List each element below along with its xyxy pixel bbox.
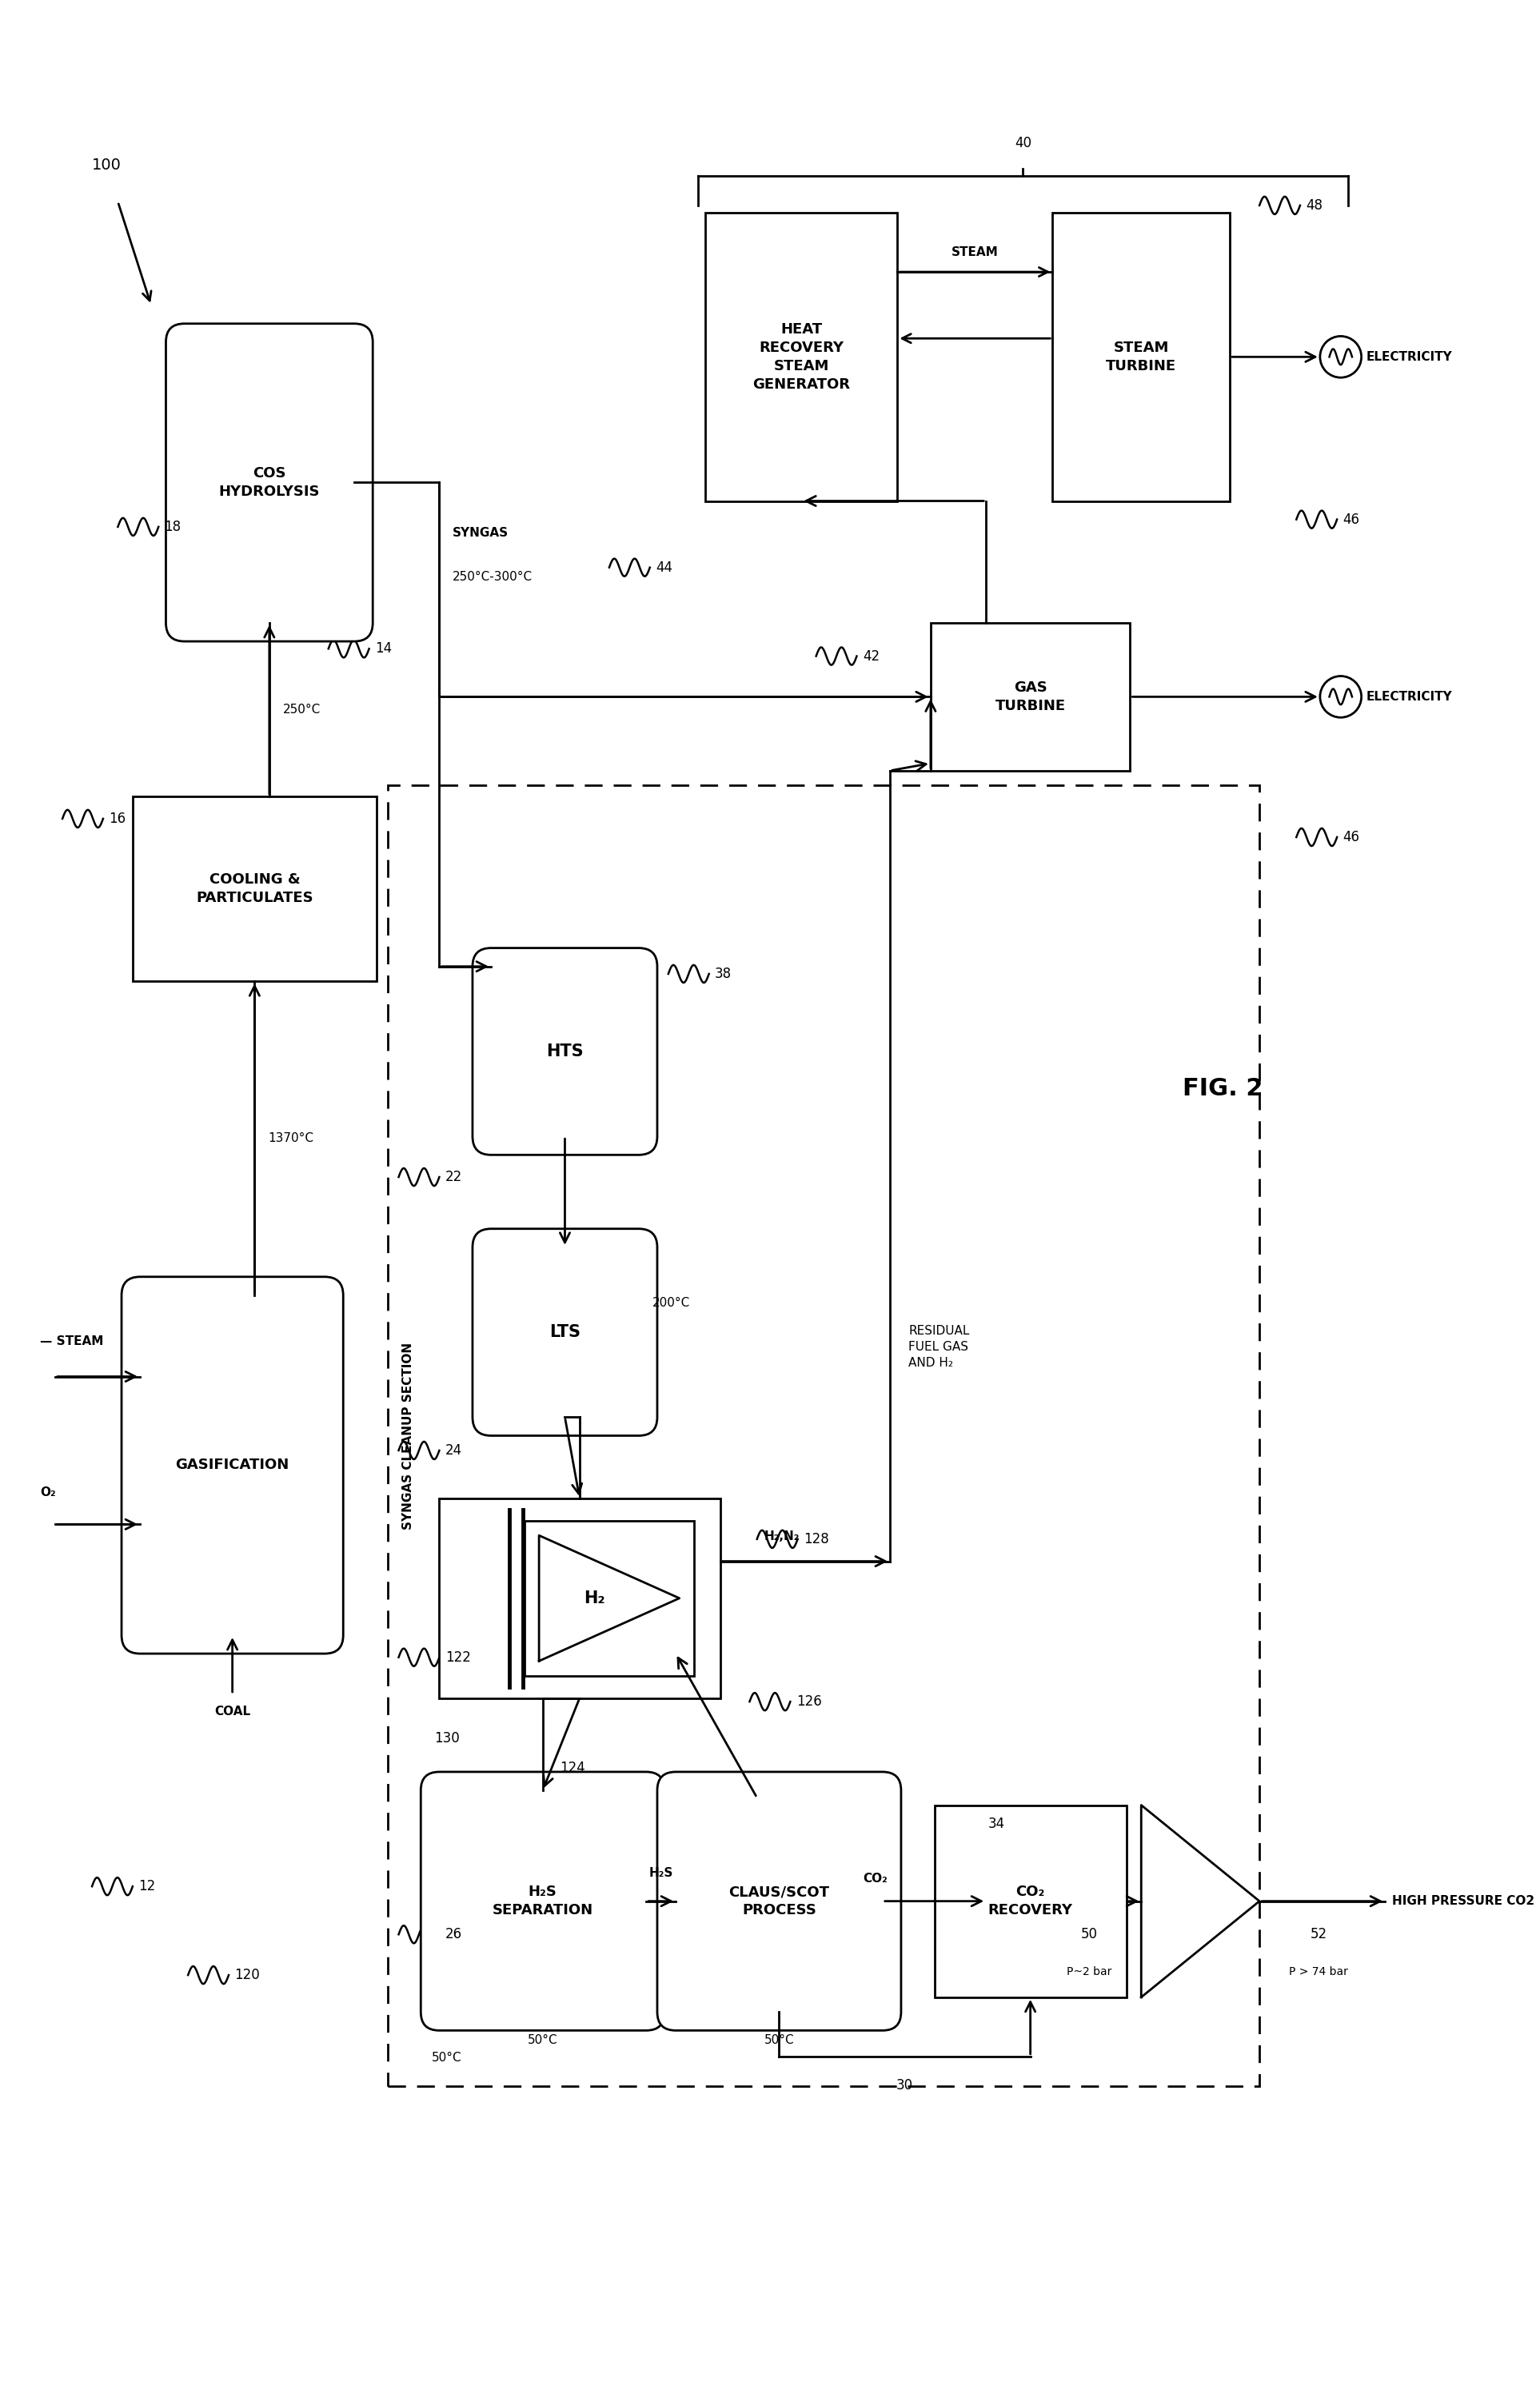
Bar <box>524 1520 695 1676</box>
Text: P > 74 bar: P > 74 bar <box>1289 1965 1348 1977</box>
Text: H₂S: H₂S <box>648 1867 673 1879</box>
Text: COAL: COAL <box>214 1705 251 1716</box>
Text: 50°C: 50°C <box>431 2052 462 2064</box>
Polygon shape <box>539 1535 679 1661</box>
FancyBboxPatch shape <box>420 1772 665 2030</box>
Circle shape <box>1320 335 1361 378</box>
Text: 38: 38 <box>715 967 732 982</box>
Text: H₂S
SEPARATION: H₂S SEPARATION <box>493 1884 593 1918</box>
Text: 130: 130 <box>434 1731 459 1745</box>
Text: 250°C: 250°C <box>283 704 320 716</box>
Bar <box>935 1805 1126 1997</box>
Text: 50°C: 50°C <box>764 2035 795 2047</box>
Text: — STEAM: — STEAM <box>40 1336 103 1348</box>
Text: CLAUS/SCOT
PROCESS: CLAUS/SCOT PROCESS <box>728 1884 830 1918</box>
Circle shape <box>1320 675 1361 718</box>
Bar <box>132 797 376 982</box>
FancyBboxPatch shape <box>473 948 658 1154</box>
Text: 14: 14 <box>374 642 391 656</box>
Bar <box>705 213 898 500</box>
Text: 120: 120 <box>234 1968 260 1982</box>
Text: ELECTRICITY: ELECTRICITY <box>1366 352 1452 364</box>
Bar <box>388 785 1260 2085</box>
Text: STEAM: STEAM <box>952 247 998 259</box>
Text: N₂: N₂ <box>768 1772 784 1784</box>
Text: H₂: H₂ <box>584 1590 605 1606</box>
Text: 1370°C: 1370°C <box>268 1132 314 1144</box>
Text: 100: 100 <box>92 158 122 172</box>
Text: 46: 46 <box>1343 512 1360 527</box>
Text: 52: 52 <box>1311 1927 1327 1942</box>
Text: SYNGAS: SYNGAS <box>453 527 508 539</box>
Text: P~2 bar: P~2 bar <box>1067 1965 1112 1977</box>
Text: 42: 42 <box>862 649 879 663</box>
FancyBboxPatch shape <box>658 1772 901 2030</box>
Text: 46: 46 <box>1343 831 1360 845</box>
Text: 24: 24 <box>445 1444 462 1458</box>
Text: 50°C: 50°C <box>528 2035 557 2047</box>
Text: 40: 40 <box>1015 136 1032 151</box>
Text: COOLING &
PARTICULATES: COOLING & PARTICULATES <box>196 871 313 905</box>
Bar <box>930 622 1130 771</box>
Text: H₂,N₂: H₂,N₂ <box>764 1530 799 1542</box>
Text: ELECTRICITY: ELECTRICITY <box>1366 692 1452 704</box>
Text: 30: 30 <box>896 2078 913 2092</box>
Text: 250°C-300°C: 250°C-300°C <box>453 572 533 584</box>
Bar <box>1052 213 1230 500</box>
Text: 122: 122 <box>445 1649 471 1664</box>
Text: 28: 28 <box>933 1939 950 1954</box>
Text: CO₂
RECOVERY: CO₂ RECOVERY <box>989 1884 1073 1918</box>
Text: 18: 18 <box>165 519 182 534</box>
Text: 34: 34 <box>989 1817 1006 1831</box>
Text: 16: 16 <box>109 812 126 826</box>
Text: SYNGAS CLEANUP SECTION: SYNGAS CLEANUP SECTION <box>402 1343 414 1530</box>
FancyBboxPatch shape <box>122 1276 343 1654</box>
Text: CO₂: CO₂ <box>862 1872 887 1884</box>
Text: FIG. 2: FIG. 2 <box>1183 1077 1263 1099</box>
Text: GAS
TURBINE: GAS TURBINE <box>995 680 1066 713</box>
Text: HTS: HTS <box>547 1044 584 1061</box>
Text: 128: 128 <box>804 1532 829 1547</box>
Text: GASIFICATION: GASIFICATION <box>176 1458 290 1472</box>
Text: 22: 22 <box>445 1171 462 1185</box>
Text: HEAT
RECOVERY
STEAM
GENERATOR: HEAT RECOVERY STEAM GENERATOR <box>753 323 850 393</box>
Text: HIGH PRESSURE CO2: HIGH PRESSURE CO2 <box>1392 1896 1535 1908</box>
Text: RESIDUAL
FUEL GAS
AND H₂: RESIDUAL FUEL GAS AND H₂ <box>909 1326 970 1369</box>
Text: 126: 126 <box>796 1695 821 1709</box>
Text: SULFUR: SULFUR <box>993 1870 1047 1882</box>
Text: 44: 44 <box>656 560 673 575</box>
Text: O₂: O₂ <box>40 1487 55 1499</box>
FancyBboxPatch shape <box>166 323 373 642</box>
Text: 200°C: 200°C <box>651 1298 690 1310</box>
Text: COS
HYDROLYSIS: COS HYDROLYSIS <box>219 467 320 498</box>
FancyBboxPatch shape <box>473 1228 658 1436</box>
Text: 48: 48 <box>1306 199 1323 213</box>
Polygon shape <box>1141 1805 1260 1997</box>
Text: STEAM
TURBINE: STEAM TURBINE <box>1106 340 1177 373</box>
Text: LTS: LTS <box>550 1324 581 1341</box>
Text: 50: 50 <box>1081 1927 1098 1942</box>
Bar <box>439 1499 721 1697</box>
Text: 26: 26 <box>445 1927 462 1942</box>
Text: 12: 12 <box>139 1879 156 1894</box>
Text: 124: 124 <box>559 1762 585 1776</box>
